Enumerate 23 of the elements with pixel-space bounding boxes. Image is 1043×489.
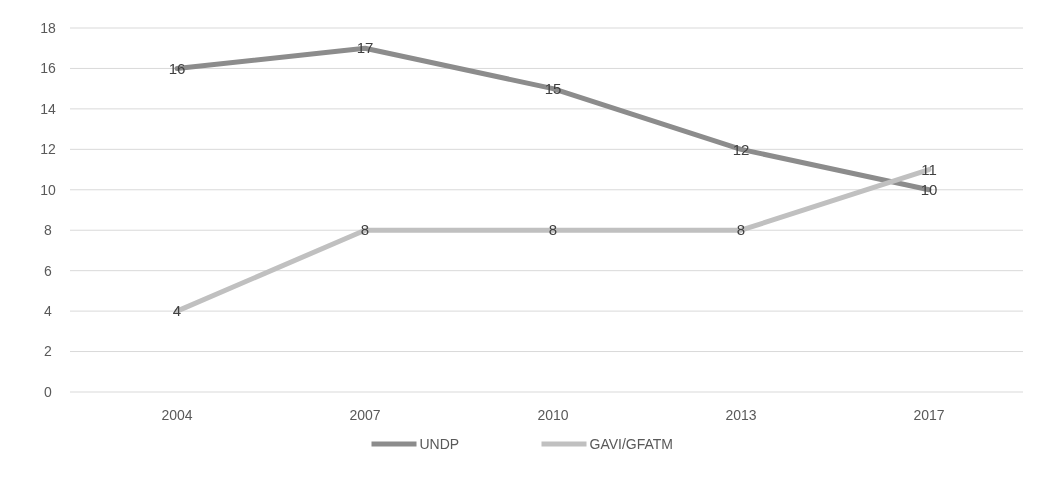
x-tick-label: 2010 [537,407,569,423]
y-tick-label: 8 [44,222,53,239]
x-tick-label: 2017 [913,407,945,423]
data-label: 16 [168,59,186,77]
data-label: 4 [172,302,182,320]
data-label: 8 [360,221,370,239]
data-label: 11 [921,160,937,178]
x-tick-label: 2007 [349,407,381,423]
y-tick-label: 14 [40,100,56,117]
y-tick-label: 16 [40,60,56,77]
y-tick-label: 6 [44,262,53,279]
data-label: 8 [736,221,746,239]
y-tick-label: 4 [44,303,53,320]
y-tick-label: 2 [44,343,53,360]
y-tick-label: 10 [40,181,56,198]
y-tick-label: 18 [40,19,56,36]
y-tick-label: 0 [44,383,53,400]
legend-label: GAVI/GFATM [589,435,673,452]
legend-label: UNDP [419,435,460,452]
x-tick-label: 2004 [161,407,193,423]
y-tick-label: 12 [40,141,56,158]
data-label: 8 [548,221,558,239]
x-tick-label: 2013 [725,407,757,423]
